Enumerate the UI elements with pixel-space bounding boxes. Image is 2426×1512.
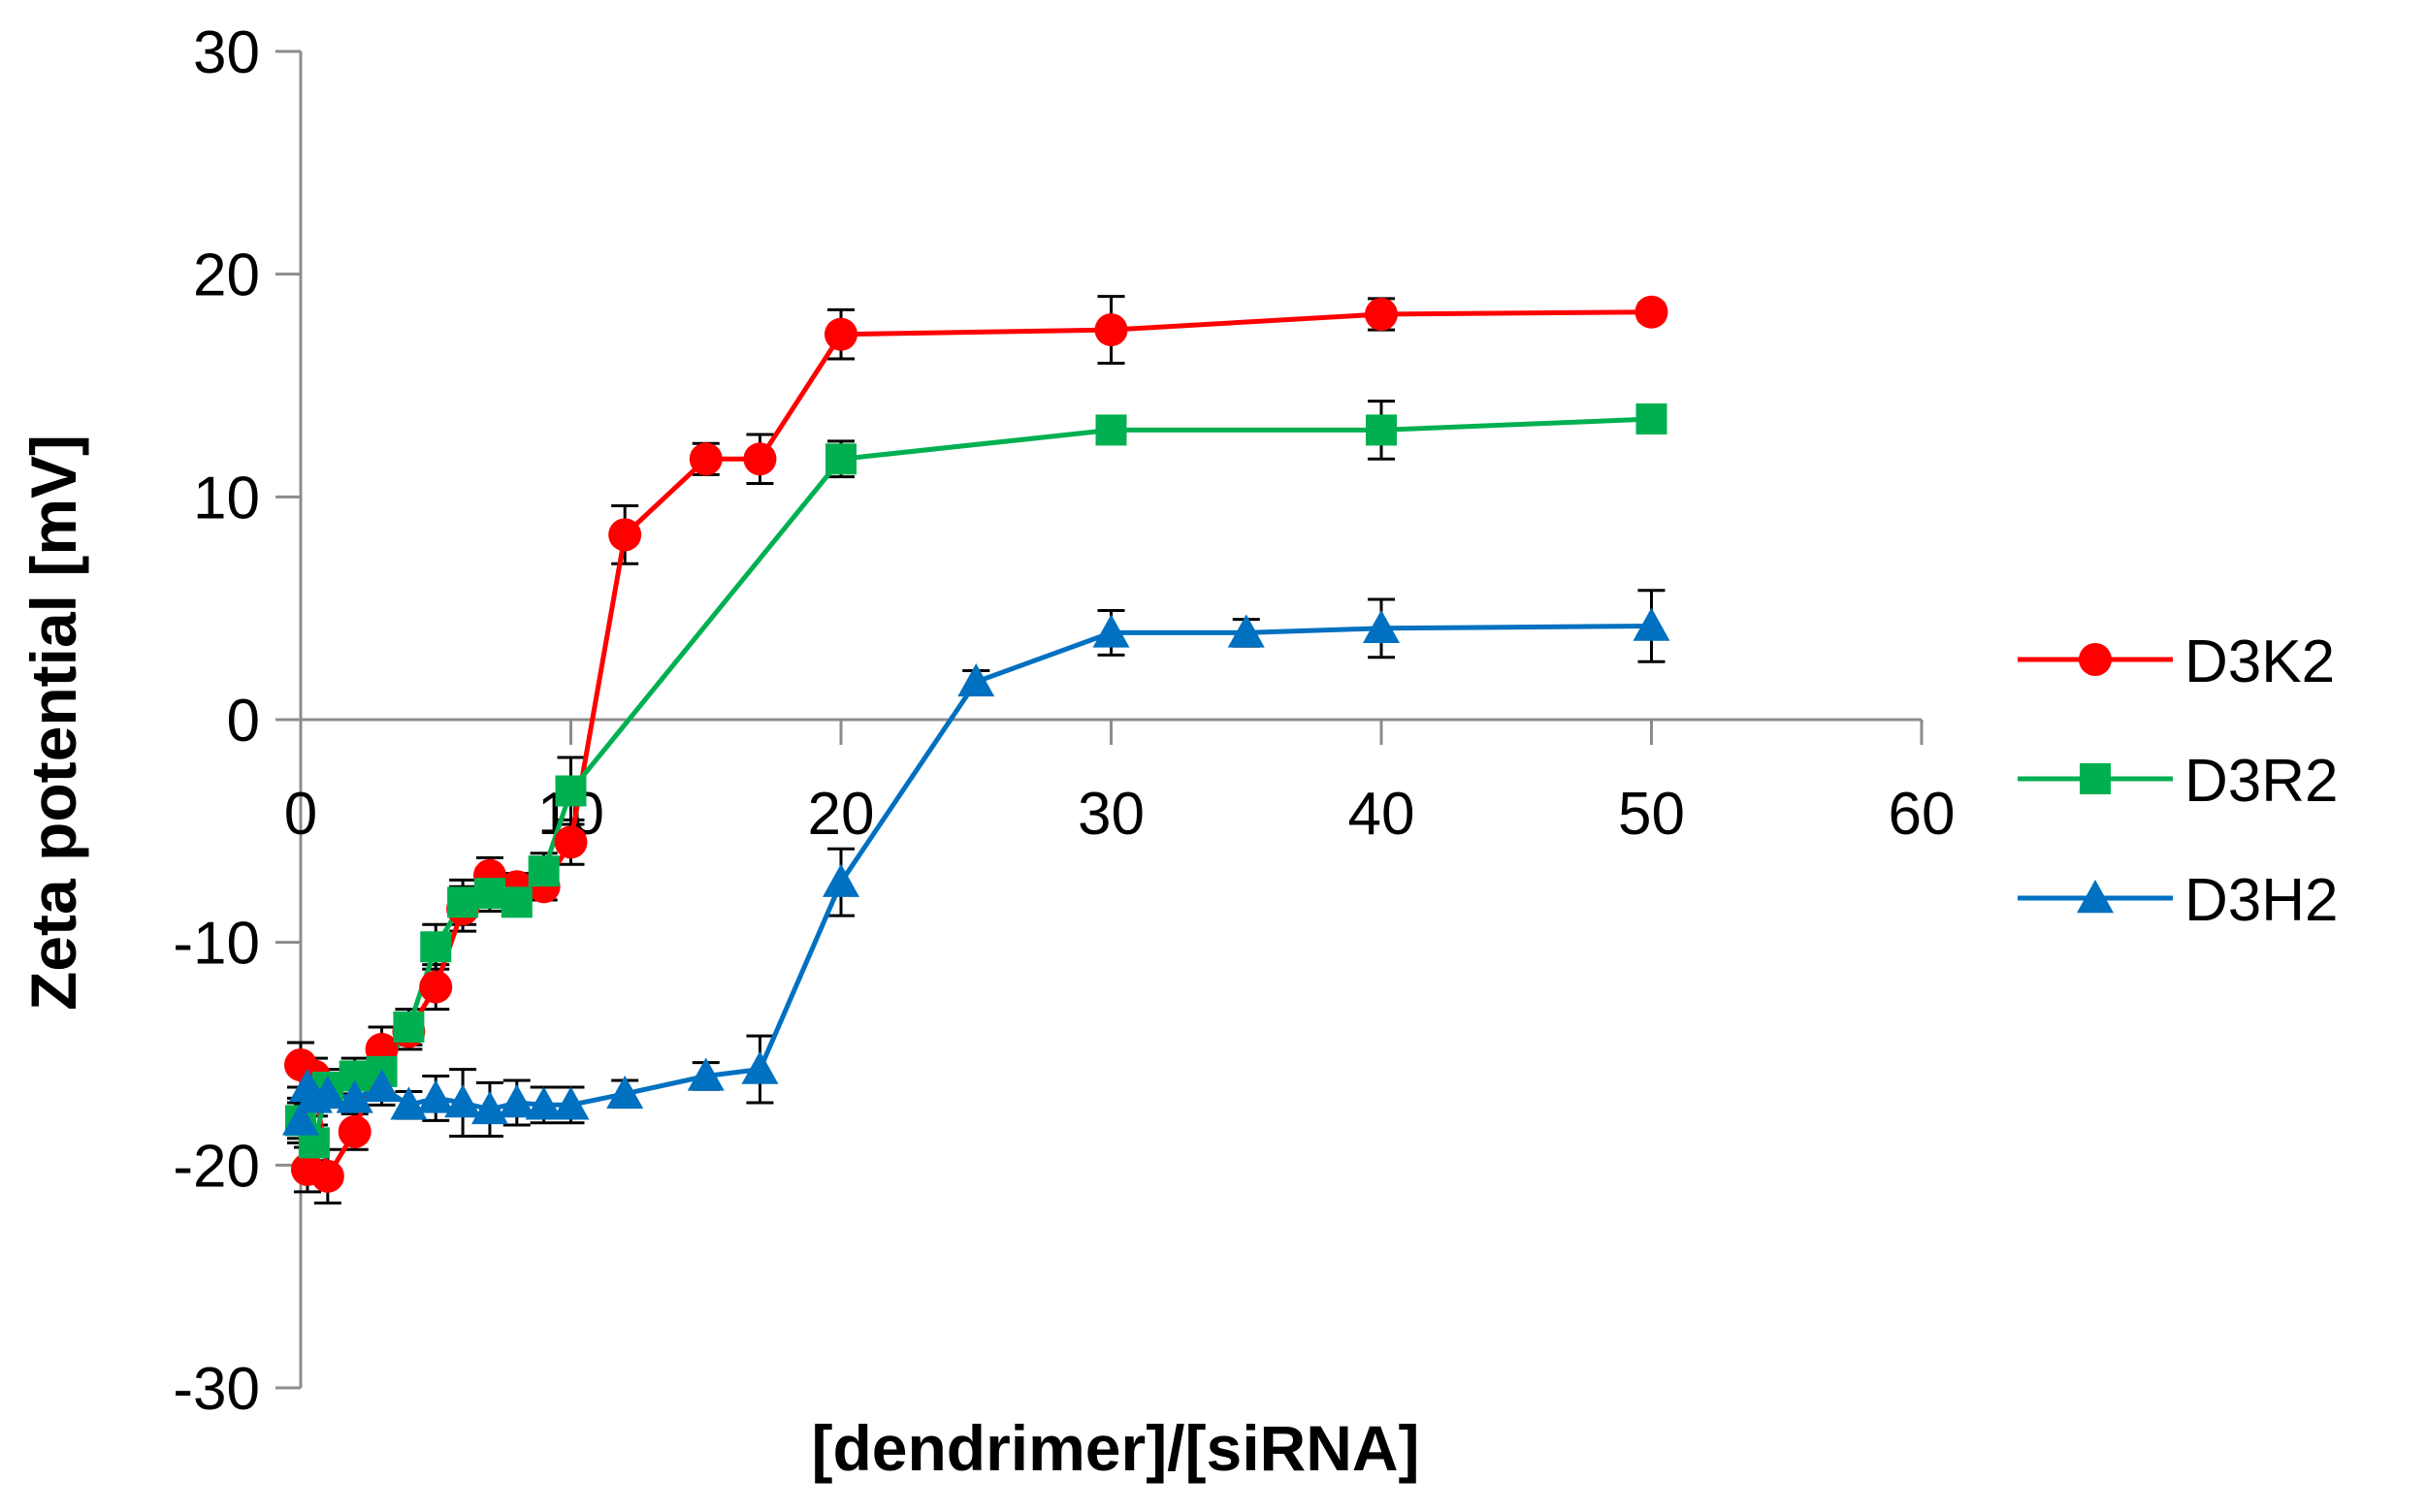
- y-tick-label: 0: [227, 688, 260, 755]
- data-point-d3h2: [1633, 607, 1670, 641]
- data-point-d3k2: [1365, 298, 1398, 332]
- data-point-d3k2: [1634, 295, 1668, 329]
- data-point-d3h2: [606, 1075, 644, 1110]
- legend-marker: [2077, 880, 2114, 914]
- y-tick-label: -10: [173, 911, 260, 978]
- data-point-d3r2: [1635, 402, 1667, 434]
- markers-d3r2: [285, 402, 1667, 1159]
- x-axis-title: [dendrimer]/[siRNA]: [811, 1412, 1419, 1484]
- data-point-d3h2: [444, 1084, 482, 1118]
- series-layer: [282, 295, 1670, 1205]
- y-axis-title: Zeta potential [mV]: [17, 434, 89, 1011]
- data-point-d3k2: [554, 825, 588, 859]
- error-bars-d3r2: [287, 400, 1666, 1163]
- data-point-d3h2: [823, 863, 859, 897]
- legend-marker: [2080, 763, 2111, 794]
- x-tick-label: 40: [1348, 781, 1415, 848]
- legend-label: D3K2: [2184, 628, 2335, 695]
- markers-d3k2: [284, 295, 1668, 1193]
- data-point-d3k2: [743, 442, 777, 476]
- x-tick-label: 50: [1618, 781, 1685, 848]
- data-point-d3h2: [957, 662, 995, 697]
- y-tick-label: -30: [173, 1356, 260, 1423]
- y-tick-label: 10: [193, 465, 260, 531]
- data-point-d3h2: [741, 1050, 779, 1084]
- data-point-d3k2: [1094, 313, 1128, 347]
- legend: D3K2 D3R2 D3H2: [2018, 628, 2339, 934]
- series-line-d3r2: [298, 416, 1652, 1145]
- data-point-d3h2: [308, 1075, 346, 1110]
- data-point-d3h2: [1092, 614, 1130, 648]
- data-point-d3r2: [528, 855, 560, 887]
- data-point-d3r2: [420, 931, 452, 963]
- legend-item-d3r2: D3R2: [2018, 748, 2339, 815]
- data-point-d3k2: [608, 518, 642, 552]
- y-tick-label: -20: [173, 1133, 260, 1200]
- data-point-d3k2: [689, 442, 723, 476]
- y-tick-label: 20: [193, 242, 260, 309]
- y-tick-label: 30: [193, 19, 260, 86]
- data-point-d3h2: [687, 1057, 725, 1091]
- legend-item-d3h2: D3H2: [2018, 867, 2339, 934]
- data-point-d3r2: [555, 775, 587, 807]
- data-point-d3r2: [501, 886, 533, 918]
- data-point-d3r2: [447, 886, 479, 918]
- data-point-d3h2: [498, 1084, 535, 1118]
- legend-marker: [2079, 643, 2112, 676]
- legend-item-d3k2: D3K2: [2018, 628, 2335, 695]
- data-point-d3r2: [1366, 414, 1397, 446]
- data-point-d3r2: [1095, 414, 1127, 446]
- legend-label: D3R2: [2184, 748, 2339, 815]
- data-point-d3r2: [825, 443, 857, 475]
- data-point-d3h2: [363, 1068, 401, 1103]
- data-point-d3k2: [825, 317, 857, 351]
- data-point-d3r2: [473, 878, 505, 910]
- data-point-d3r2: [393, 1011, 425, 1043]
- data-point-d3h2: [525, 1086, 563, 1120]
- x-tick-label: 60: [1889, 781, 1956, 848]
- data-point-d3h2: [417, 1079, 455, 1113]
- error-bars-d3k2: [287, 295, 1666, 1205]
- markers-d3h2: [282, 607, 1670, 1136]
- x-tick-label: 30: [1078, 781, 1145, 848]
- data-point-d3h2: [470, 1090, 508, 1125]
- data-point-d3h2: [336, 1079, 373, 1113]
- data-point-d3k2: [338, 1114, 372, 1148]
- data-point-d3h2: [1227, 614, 1265, 648]
- legend-label: D3H2: [2184, 867, 2339, 934]
- data-point-d3h2: [1363, 609, 1400, 644]
- x-tick-label: 20: [808, 781, 875, 848]
- data-point-d3k2: [310, 1159, 344, 1193]
- series-line-d3k2: [298, 309, 1652, 1179]
- data-point-d3h2: [552, 1086, 590, 1120]
- data-point-d3h2: [282, 1102, 319, 1136]
- data-point-d3h2: [390, 1086, 428, 1120]
- data-point-d3k2: [419, 970, 453, 1004]
- x-tick-label: 0: [284, 781, 317, 848]
